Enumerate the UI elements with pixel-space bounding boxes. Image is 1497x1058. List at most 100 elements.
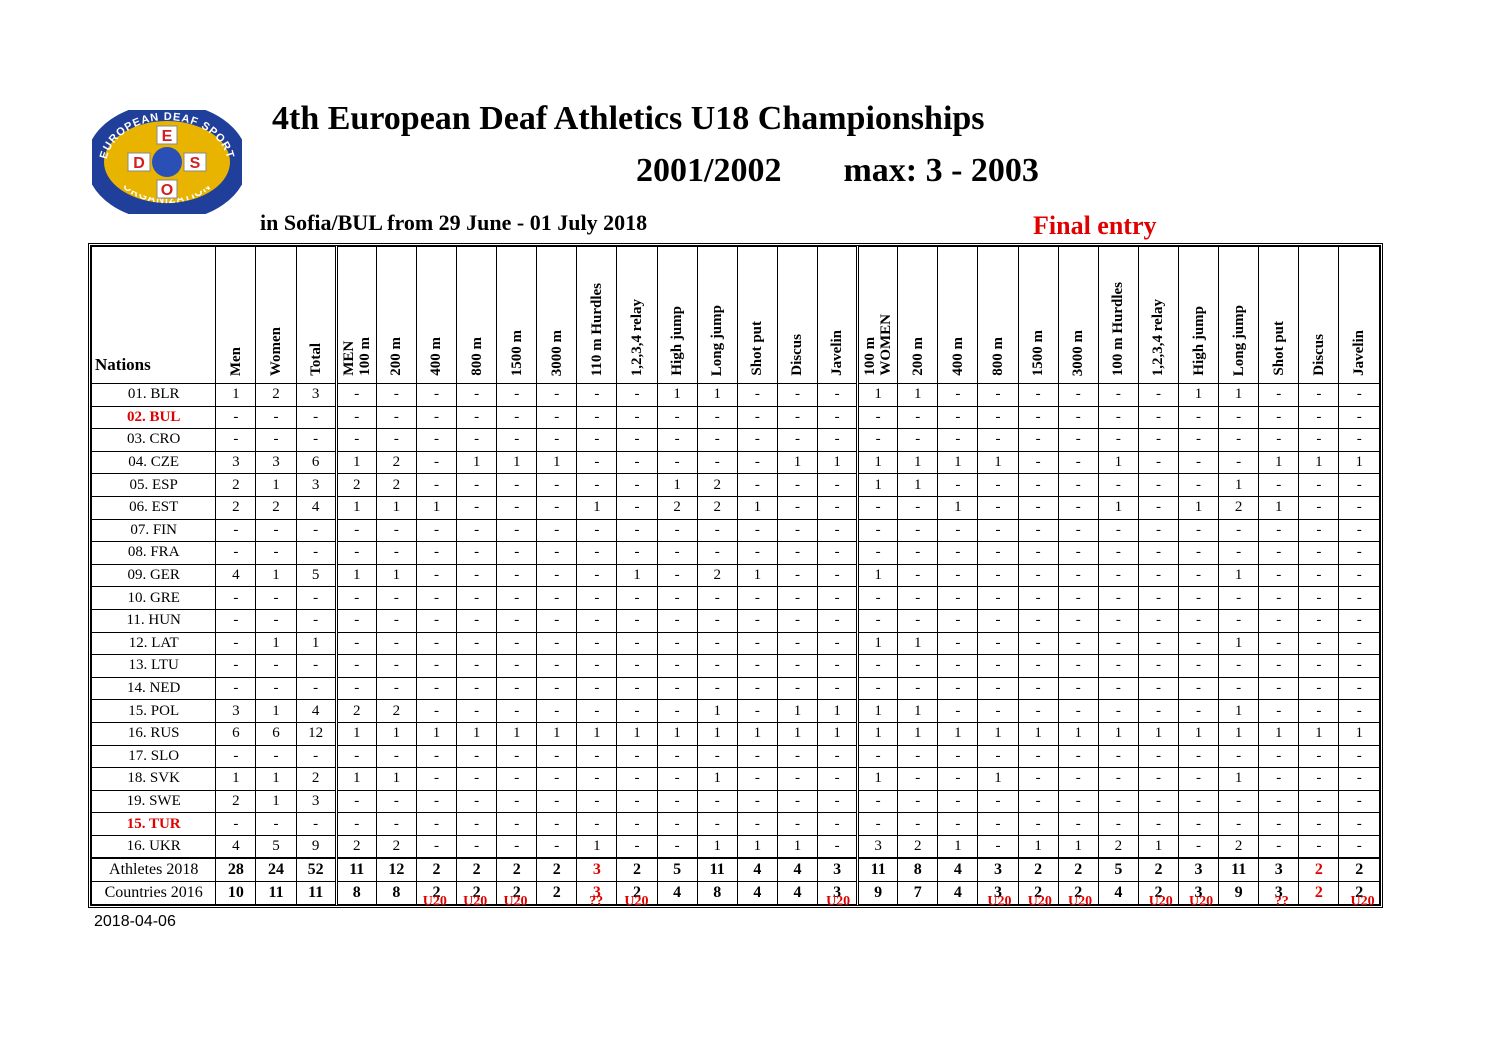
entry-cell: - xyxy=(456,834,498,859)
entry-cell: 1 xyxy=(897,383,939,407)
entry-cell: 4 xyxy=(295,495,337,520)
entry-cell: - xyxy=(496,676,538,701)
entry-cell: - xyxy=(1338,541,1380,565)
entry-cell: - xyxy=(1338,495,1380,520)
entry-cell: - xyxy=(616,608,658,633)
entry-cell: - xyxy=(776,473,819,497)
entry-cell: 2 xyxy=(1097,834,1139,859)
entry-cell: - xyxy=(856,676,899,701)
note-cell xyxy=(737,893,777,911)
entry-cell: - xyxy=(897,586,939,610)
entry-cell: - xyxy=(696,541,738,565)
entry-cell: - xyxy=(977,789,1019,814)
entry-cell: - xyxy=(1298,608,1340,633)
entry-cell: - xyxy=(776,518,819,543)
entry-cell: - xyxy=(536,699,578,723)
entry-cell: 1 xyxy=(415,721,458,746)
summary-cell: 12 xyxy=(375,857,417,883)
entry-cell: - xyxy=(536,586,578,610)
column-header: Men xyxy=(215,246,257,384)
entry-cell: - xyxy=(897,405,939,430)
column-header-label: Long jump xyxy=(709,304,726,376)
summary-label: Countries 2016 xyxy=(90,881,217,905)
entry-cell: - xyxy=(1218,812,1260,836)
entry-cell: 1 xyxy=(696,699,738,723)
note-cell xyxy=(294,893,334,911)
entry-cell: - xyxy=(1017,405,1059,430)
entry-cell: - xyxy=(897,654,939,678)
entry-cell: - xyxy=(375,383,417,407)
entry-cell: - xyxy=(415,518,458,543)
entry-cell: 1 xyxy=(736,495,778,520)
entry-cell: - xyxy=(1258,541,1300,565)
summary-cell: 11 xyxy=(696,857,738,883)
nation-cell: 15. TUR xyxy=(90,812,217,836)
entry-cell: - xyxy=(856,405,899,430)
entry-cell: - xyxy=(656,518,698,543)
entry-cell: - xyxy=(656,563,698,588)
entry-cell: - xyxy=(776,676,819,701)
entry-cell: 1 xyxy=(1177,721,1220,746)
entry-cell: - xyxy=(1258,834,1300,859)
column-header-label: 3000 m xyxy=(548,329,565,376)
entry-cell: - xyxy=(536,654,578,678)
entry-cell: - xyxy=(736,586,778,610)
entry-cell: 1 xyxy=(937,721,979,746)
entry-cell: - xyxy=(696,450,738,475)
entry-cell: - xyxy=(1017,383,1059,407)
entry-cell: - xyxy=(1057,676,1099,701)
entry-cell: - xyxy=(536,563,578,588)
entry-cell: - xyxy=(456,767,498,791)
entry-cell: - xyxy=(1097,744,1139,769)
entry-cell: 1 xyxy=(1258,495,1300,520)
entry-cell: - xyxy=(736,383,778,407)
column-header: High jump xyxy=(656,246,698,384)
entry-cell: - xyxy=(1298,473,1340,497)
entry-cell: - xyxy=(1017,608,1059,633)
entry-cell: - xyxy=(977,518,1019,543)
summary-cell: 52 xyxy=(295,857,337,883)
summary-cell: 11 xyxy=(1218,857,1260,883)
entry-cell: - xyxy=(576,608,618,633)
entry-cell: 4 xyxy=(215,563,257,588)
note-cell xyxy=(536,893,576,911)
entry-cell: - xyxy=(1177,676,1220,701)
entry-cell: - xyxy=(576,654,618,678)
entry-cell: - xyxy=(1017,631,1059,656)
entry-cell: - xyxy=(776,541,819,565)
entry-cell: - xyxy=(1137,654,1180,678)
note-cell: U20 xyxy=(1027,894,1052,909)
entry-cell: - xyxy=(937,699,979,723)
page-subtitle-years: 2001/2002 max: 3 - 2003 xyxy=(636,152,1039,190)
entry-cell: 2 xyxy=(255,495,297,520)
entry-cell: - xyxy=(496,405,538,430)
entry-cell: - xyxy=(456,654,498,678)
entry-cell: - xyxy=(616,518,658,543)
entry-cell: - xyxy=(1298,495,1340,520)
entry-cell: - xyxy=(295,518,337,543)
entry-cell: - xyxy=(334,405,377,430)
entry-cell: 1 xyxy=(817,450,859,475)
table-row: 17. SLO - - - - - - - - - - - - - - - - - - - - - - - - - - - - - xyxy=(90,744,1380,769)
entry-cell: - xyxy=(334,812,377,836)
notes-row: U20 U20 U20?? U20 U20 U20 U20 U20 U20 U20?? U20 xyxy=(88,893,1383,911)
entry-cell: - xyxy=(496,586,538,610)
entry-cell: - xyxy=(415,608,458,633)
entry-cell: - xyxy=(1258,428,1300,452)
column-header: 1500 m xyxy=(1017,246,1059,384)
entry-cell: - xyxy=(576,676,618,701)
entry-cell: - xyxy=(897,428,939,452)
entry-cell: 1 xyxy=(1298,450,1340,475)
entry-cell: - xyxy=(415,676,458,701)
entry-cell: 1 xyxy=(776,721,819,746)
entry-cell: - xyxy=(776,586,819,610)
entry-cell: - xyxy=(1298,834,1340,859)
entry-cell: - xyxy=(1017,676,1059,701)
entry-cell: - xyxy=(536,631,578,656)
entry-cell: - xyxy=(977,495,1019,520)
entry-cell: - xyxy=(696,608,738,633)
entry-cell: - xyxy=(1017,563,1059,588)
column-header-label: Long jump xyxy=(1230,304,1247,376)
entry-cell: - xyxy=(1177,699,1220,723)
entry-cell: - xyxy=(1017,518,1059,543)
